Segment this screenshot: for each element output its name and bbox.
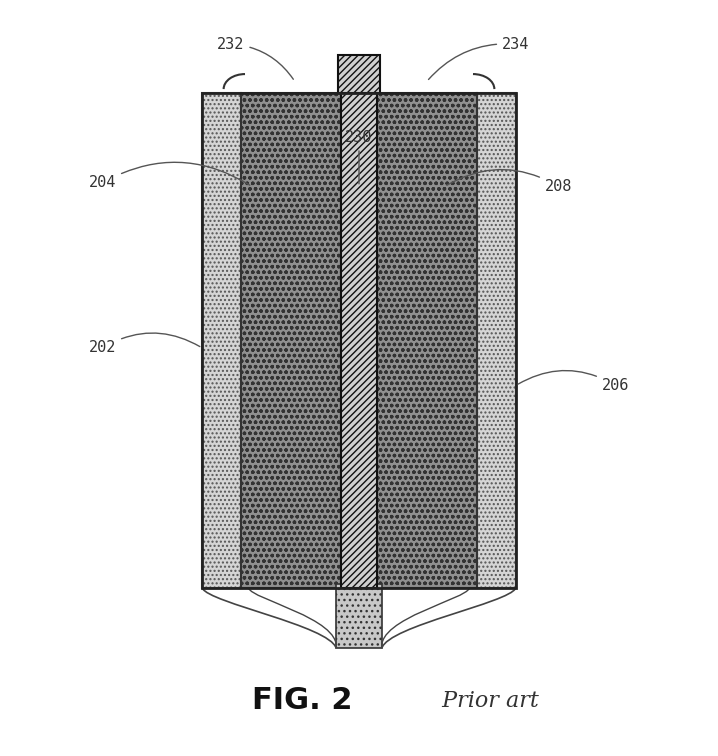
Text: 234: 234 [429,36,529,79]
Bar [377,93,477,588]
Bar [241,93,341,588]
Text: Prior art: Prior art [435,689,539,711]
Text: FIG. 2: FIG. 2 [252,686,353,715]
Text: 204: 204 [89,163,250,191]
Text: 230: 230 [345,130,373,184]
Bar [337,55,381,93]
Bar [202,93,241,588]
Text: 232: 232 [217,36,294,79]
Text: 208: 208 [447,169,572,194]
Text: 206: 206 [518,370,629,393]
Bar [336,584,382,648]
Text: 202: 202 [89,333,200,355]
Bar [477,93,516,588]
Bar [202,93,516,588]
Bar [341,93,377,588]
